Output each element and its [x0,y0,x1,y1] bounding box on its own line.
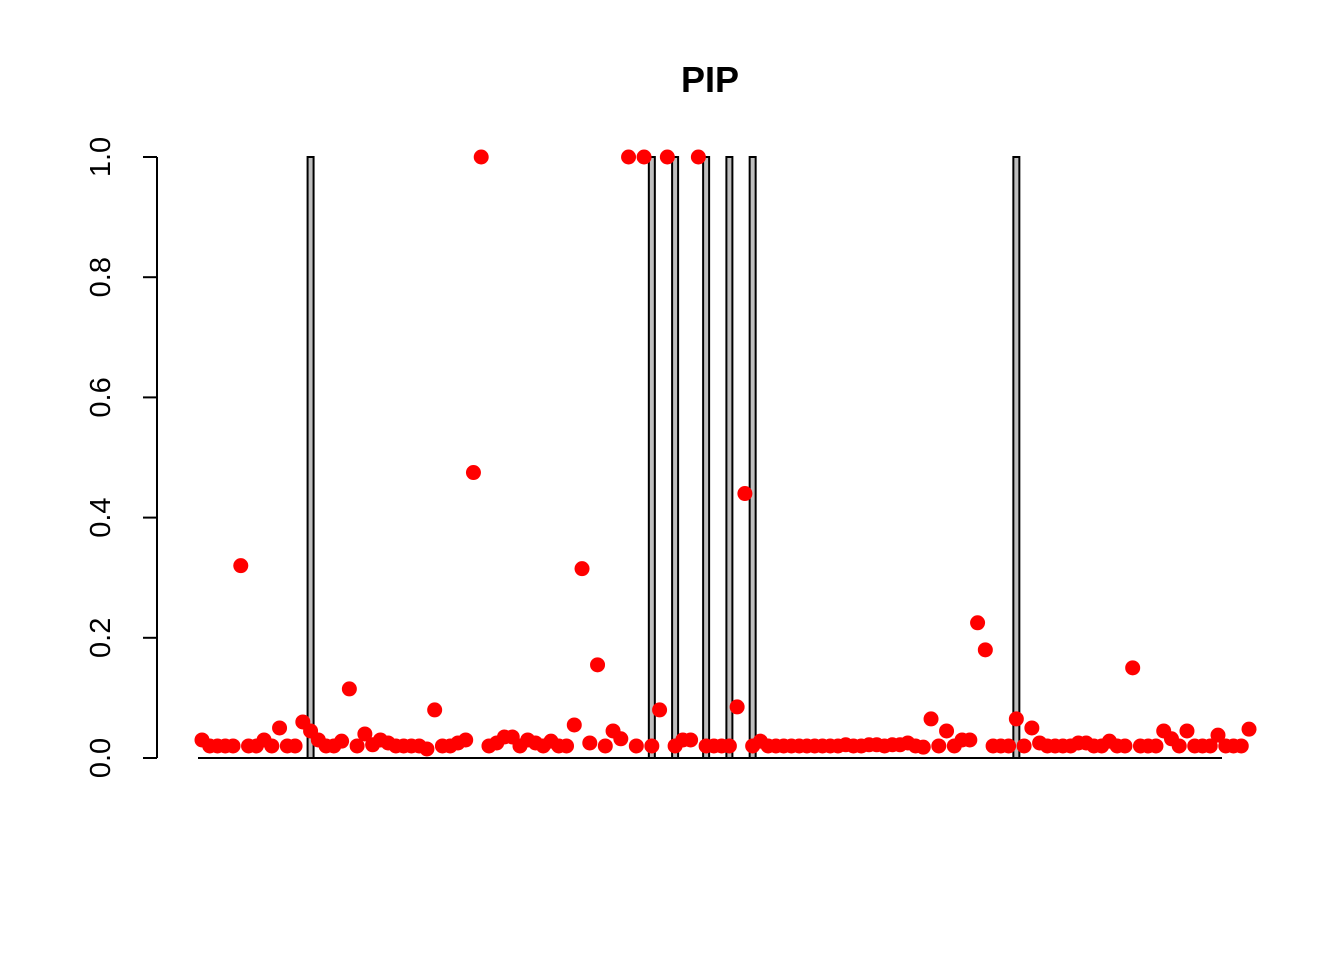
y-axis: 0.0 0.2 0.4 0.6 0.8 1.0 [85,137,158,778]
pip-point [690,149,706,165]
pip-point [349,738,365,754]
y-tick-label: 0.4 [85,497,117,537]
points-layer [194,149,1257,757]
pip-point [264,738,280,754]
pip-point [1233,738,1249,754]
pip-point [652,702,668,718]
pip-bar [725,156,734,759]
pip-point [357,726,373,742]
pip-point [225,738,241,754]
pip-point [721,738,737,754]
pip-point [977,642,993,658]
pip-point [659,149,675,165]
pip-point [419,741,435,757]
pip-point [737,486,753,502]
pip-point [683,732,699,748]
pip-point [1202,738,1218,754]
pip-point [1024,720,1040,736]
pip-point [566,717,582,733]
pip-point [939,723,955,739]
pip-point [729,699,745,715]
pip-point [970,615,986,631]
pip-point [341,681,357,697]
pip-point [287,738,303,754]
pip-point [233,558,249,574]
pip-point [334,733,350,749]
pip-point [465,465,481,481]
pip-point [644,738,660,754]
chart-title: PIP [681,59,739,100]
y-tick-label: 0.6 [85,377,117,417]
y-tick-label: 0.2 [85,618,117,658]
pip-point [1210,727,1226,743]
pip-point [1171,738,1187,754]
y-tick-label: 0.8 [85,257,117,297]
pip-point [559,738,575,754]
pip-point [915,739,931,755]
pip-point [1148,738,1164,754]
pip-point [628,738,644,754]
pip-point [1117,738,1133,754]
pip-point [613,731,629,747]
pip-point [1179,723,1195,739]
pip-point [962,732,978,748]
pip-point [473,149,489,165]
pip-point [1016,738,1032,754]
pip-point [1125,660,1141,676]
bars-layer [306,156,1021,759]
pip-point [582,735,598,751]
pip-bar [748,156,757,759]
pip-point [636,149,652,165]
pip-point [931,738,947,754]
y-tick-label: 1.0 [85,137,117,177]
pip-point [923,711,939,727]
y-tick-label: 0.0 [85,738,117,778]
pip-point [1241,721,1257,737]
pip-point [1001,738,1017,754]
pip-point [621,149,637,165]
pip-point [597,738,613,754]
pip-point [458,732,474,748]
pip-bar [671,156,680,759]
pip-point [1008,711,1024,727]
pip-point [427,702,443,718]
pip-point [574,561,590,577]
pip-bar [1012,156,1021,759]
pip-bar [647,156,656,759]
pip-point [590,657,606,673]
pip-point [272,720,288,736]
pip-bar [702,156,711,759]
pip-bar [306,156,315,759]
